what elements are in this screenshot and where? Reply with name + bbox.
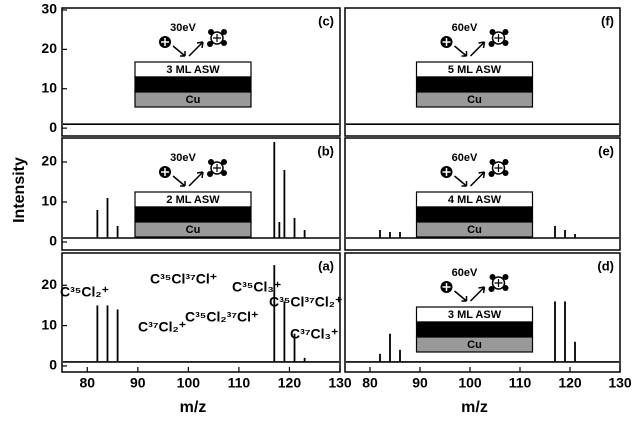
ion-annotation: C³⁵Cl₂⁺ bbox=[60, 284, 109, 300]
atom bbox=[489, 286, 495, 292]
layer-label: 3 ML ASW bbox=[448, 309, 502, 321]
x-tick-label: 130 bbox=[328, 375, 352, 391]
y-tick-label: 20 bbox=[41, 153, 57, 169]
atom bbox=[503, 170, 509, 176]
x-tick-label: 80 bbox=[362, 375, 378, 391]
layer-label: 2 ML ASW bbox=[166, 194, 220, 206]
atom bbox=[221, 159, 227, 165]
y-tick-label: 20 bbox=[41, 276, 57, 292]
arrow bbox=[455, 287, 485, 301]
panel-label: (f) bbox=[601, 13, 614, 28]
x-tick-label: 110 bbox=[228, 375, 251, 391]
x-tick-label: 120 bbox=[278, 375, 302, 391]
ion-annotation: C³⁵Cl₂³⁷Cl⁺ bbox=[185, 309, 258, 325]
atom bbox=[208, 29, 214, 35]
panel-label: (a) bbox=[318, 258, 334, 273]
atom bbox=[503, 40, 509, 46]
x-tick-label: 100 bbox=[177, 375, 201, 391]
layer-label: 50 ML CCl₄ bbox=[445, 209, 503, 221]
energy-label: 30eV bbox=[170, 22, 196, 34]
layer-label: 4 ML ASW bbox=[448, 194, 502, 206]
y-tick-label: 10 bbox=[41, 79, 57, 95]
ion-annotation: C³⁷Cl₃⁺ bbox=[290, 326, 338, 342]
y-axis-label: Intensity bbox=[11, 157, 28, 223]
arrow bbox=[173, 172, 203, 186]
atom bbox=[489, 171, 495, 177]
panel-label: (c) bbox=[318, 13, 334, 28]
arrow bbox=[455, 42, 485, 56]
x-tick-label: 100 bbox=[458, 375, 482, 391]
atom bbox=[490, 159, 496, 165]
atom bbox=[503, 285, 509, 291]
layer-label: Cu bbox=[467, 339, 482, 351]
atom bbox=[503, 274, 509, 280]
y-tick-label: 0 bbox=[49, 233, 57, 249]
layer-label: 50 ML CCl₄ bbox=[164, 209, 222, 221]
x-axis-label: m/z bbox=[461, 399, 488, 416]
atom bbox=[490, 274, 496, 280]
layer-label: 50 ML CCl₄ bbox=[445, 79, 503, 91]
y-tick-label: 10 bbox=[41, 193, 57, 209]
atom bbox=[208, 159, 214, 165]
x-tick-label: 110 bbox=[509, 375, 532, 391]
energy-label: 60eV bbox=[452, 267, 478, 279]
ion-annotation: C³⁵Cl₃⁺ bbox=[232, 279, 281, 295]
y-tick-label: 0 bbox=[49, 357, 57, 373]
x-tick-label: 120 bbox=[558, 375, 582, 391]
ion-annotation: C³⁷Cl₂⁺ bbox=[138, 319, 186, 335]
panel-label: (e) bbox=[598, 143, 614, 158]
y-tick-label: 10 bbox=[41, 316, 57, 332]
arrow bbox=[173, 42, 203, 56]
figure: 0 10 20 30 (c) 30eV 3 ML ASW 50 ML CCl₄ Cu (f) 60e… bbox=[0, 0, 635, 422]
y-tick-label: 20 bbox=[41, 40, 57, 56]
ion-annotation: C³⁵Cl³⁷Cl₂⁺ bbox=[269, 294, 342, 310]
layer-label: Cu bbox=[186, 224, 201, 236]
energy-label: 60eV bbox=[452, 22, 478, 34]
ion-annotation: C³⁵Cl³⁷Cl⁺ bbox=[150, 271, 217, 287]
y-tick-label: 30 bbox=[41, 1, 57, 17]
atom bbox=[489, 41, 495, 47]
layer-label: 50 ML CCl₄ bbox=[445, 324, 503, 336]
atom bbox=[221, 29, 227, 35]
layer-label: 3 ML ASW bbox=[166, 64, 220, 76]
energy-label: 30eV bbox=[170, 152, 196, 164]
y-tick-label: 0 bbox=[49, 119, 57, 135]
panel-label: (d) bbox=[597, 258, 614, 273]
layer-label: Cu bbox=[186, 94, 201, 106]
atom bbox=[490, 29, 496, 35]
x-tick-label: 130 bbox=[608, 375, 632, 391]
atom bbox=[221, 40, 227, 46]
layer-label: Cu bbox=[467, 94, 482, 106]
atom bbox=[503, 159, 509, 165]
atom bbox=[207, 41, 213, 47]
layer-label: 50 ML CCl₄ bbox=[164, 79, 222, 91]
panel-label: (b) bbox=[317, 143, 334, 158]
x-tick-label: 90 bbox=[412, 375, 428, 391]
x-tick-label: 80 bbox=[79, 375, 95, 391]
x-axis-label: m/z bbox=[180, 399, 207, 416]
atom bbox=[207, 171, 213, 177]
energy-label: 60eV bbox=[452, 152, 478, 164]
arrow bbox=[455, 172, 485, 186]
layer-label: Cu bbox=[467, 224, 482, 236]
layer-label: 5 ML ASW bbox=[448, 64, 502, 76]
atom bbox=[221, 170, 227, 176]
x-tick-label: 90 bbox=[130, 375, 146, 391]
atom bbox=[503, 29, 509, 35]
